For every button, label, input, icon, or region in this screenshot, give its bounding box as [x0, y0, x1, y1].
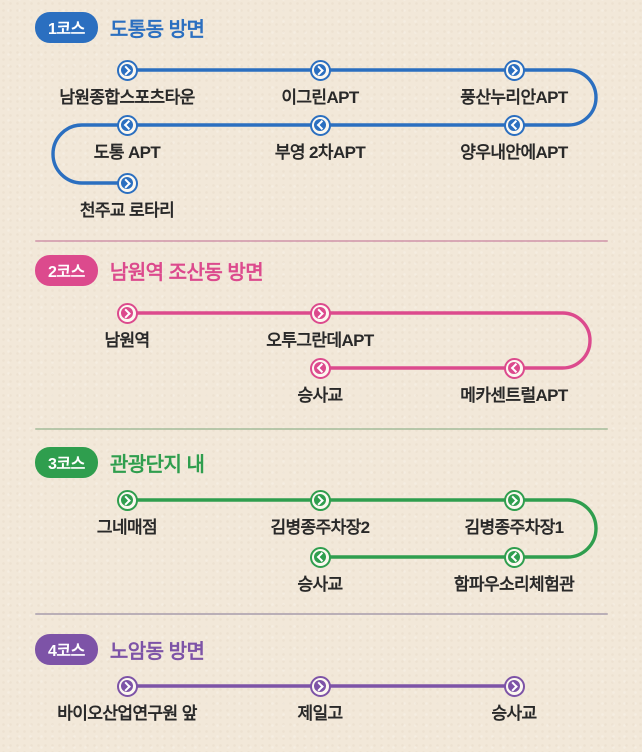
station-node: [116, 114, 138, 136]
station-node: [309, 489, 331, 511]
station-label: 양우내안에APT: [460, 143, 568, 162]
course-2-badge: 2코스: [35, 255, 98, 286]
station-label: 승사교: [297, 575, 343, 594]
course-1-badge: 1코스: [35, 12, 98, 43]
chevron-right-icon: [313, 679, 327, 693]
chevron-left-icon: [313, 550, 327, 564]
chevron-right-icon: [120, 63, 134, 77]
station-node: [309, 675, 331, 697]
chevron-right-icon: [313, 63, 327, 77]
chevron-right-icon: [507, 493, 521, 507]
course-2-header: 2코스 남원역 조산동 방면: [35, 255, 264, 286]
chevron-right-icon: [120, 306, 134, 320]
station-node: [116, 172, 138, 194]
chevron-right-icon: [120, 679, 134, 693]
station-node: [309, 59, 331, 81]
station-node: [116, 302, 138, 324]
course-1-title: 도통동 방면: [109, 19, 205, 41]
station-node: [309, 357, 331, 379]
route-line-course-1: [51, 68, 598, 185]
station-label: 승사교: [491, 704, 537, 723]
station-label: 남원역: [104, 331, 150, 350]
station-label: 부영 2차APT: [274, 143, 366, 162]
course-3-badge: 3코스: [35, 447, 98, 478]
chevron-left-icon: [507, 118, 521, 132]
chevron-left-icon: [507, 361, 521, 375]
station-node: [503, 357, 525, 379]
station-node: [309, 302, 331, 324]
chevron-right-icon: [507, 63, 521, 77]
course-3-header: 3코스 관광단지 내: [35, 447, 205, 478]
station-label: 오투그란데APT: [266, 331, 374, 350]
course-4-badge: 4코스: [35, 634, 98, 665]
station-label: 함파우소리체험관: [453, 575, 575, 594]
chevron-right-icon: [313, 306, 327, 320]
chevron-left-icon: [120, 118, 134, 132]
station-label: 메카센트럴APT: [460, 386, 568, 405]
section-divider: [35, 240, 608, 242]
station-node: [503, 114, 525, 136]
section-divider: [35, 428, 608, 430]
station-node: [309, 114, 331, 136]
station-node: [503, 489, 525, 511]
station-label: 남원종합스포츠타운: [59, 88, 195, 107]
chevron-left-icon: [313, 361, 327, 375]
section-divider: [35, 613, 608, 615]
chevron-left-icon: [313, 118, 327, 132]
station-node: [309, 546, 331, 568]
station-label: 바이오산업연구원 앞: [57, 704, 197, 723]
station-node: [503, 59, 525, 81]
chevron-right-icon: [120, 176, 134, 190]
course-4-title: 노암동 방면: [109, 641, 205, 663]
station-label: 이그린APT: [281, 88, 359, 107]
chevron-right-icon: [313, 493, 327, 507]
station-label: 풍산누리안APT: [460, 88, 568, 107]
station-node: [503, 546, 525, 568]
chevron-left-icon: [507, 550, 521, 564]
station-label: 제일고: [297, 704, 343, 723]
station-label: 김병종주차장1: [464, 518, 564, 537]
station-node: [116, 675, 138, 697]
route-line-course-3: [127, 498, 598, 559]
course-2-title: 남원역 조산동 방면: [109, 262, 264, 284]
course-3-title: 관광단지 내: [109, 454, 205, 476]
course-1-header: 1코스 도통동 방면: [35, 12, 205, 43]
chevron-right-icon: [507, 679, 521, 693]
station-label: 천주교 로타리: [79, 201, 175, 220]
station-label: 승사교: [297, 386, 343, 405]
station-node: [503, 675, 525, 697]
station-label: 도통 APT: [93, 143, 161, 162]
station-node: [116, 59, 138, 81]
station-label: 그네매점: [96, 518, 158, 537]
route-line-course-2: [127, 311, 592, 370]
station-label: 김병종주차장2: [270, 518, 370, 537]
course-4-header: 4코스 노암동 방면: [35, 634, 205, 665]
chevron-right-icon: [120, 493, 134, 507]
station-node: [116, 489, 138, 511]
